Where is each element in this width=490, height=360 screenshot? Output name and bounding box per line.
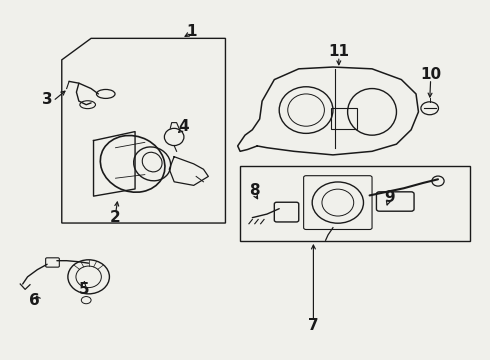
Text: 11: 11 [328, 44, 349, 59]
Bar [240, 166, 470, 241]
Text: 1: 1 [186, 24, 196, 39]
Text: 9: 9 [384, 190, 394, 206]
Text: 10: 10 [420, 67, 441, 82]
Text: 6: 6 [28, 293, 39, 309]
Text: 4: 4 [179, 119, 189, 134]
Text: 7: 7 [308, 318, 318, 333]
Text: 2: 2 [110, 210, 121, 225]
Text: 8: 8 [249, 183, 260, 198]
Text: 5: 5 [78, 282, 89, 297]
Text: 3: 3 [42, 92, 52, 107]
Bar [331, 108, 357, 129]
